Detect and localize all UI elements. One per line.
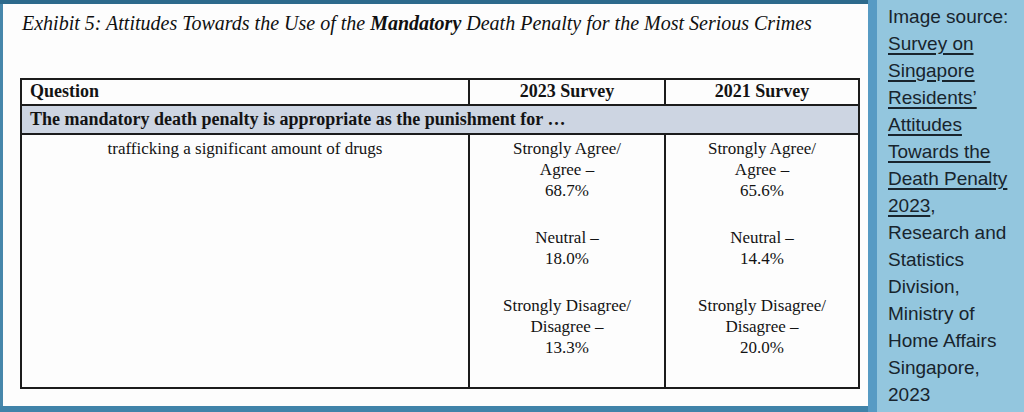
response-line: Agree – xyxy=(470,159,664,180)
response-line: Strongly Agree/ xyxy=(470,138,664,159)
image-source-label: Image source: xyxy=(888,6,1008,27)
header-2021-survey: 2021 Survey xyxy=(664,80,858,104)
response-value: 13.3% xyxy=(470,337,664,358)
response-neutral-2021: Neutral – 14.4% xyxy=(666,227,858,269)
response-disagree-2023: Strongly Disagree/ Disagree – 13.3% xyxy=(470,295,664,358)
exhibit-image: Exhibit 5: Attitudes Towards the Use of … xyxy=(3,4,868,406)
exhibit-title: Exhibit 5: Attitudes Towards the Use of … xyxy=(22,9,858,38)
response-disagree-2021: Strongly Disagree/ Disagree – 20.0% xyxy=(666,295,858,358)
source-link[interactable]: Survey on Singapore Residents’ Attitudes… xyxy=(888,33,1007,216)
response-value: 20.0% xyxy=(666,337,858,358)
exhibit-title-bold: Mandatory xyxy=(370,12,461,34)
table-data-row: trafficking a significant amount of drug… xyxy=(22,135,858,387)
response-line: Disagree – xyxy=(470,316,664,337)
exhibit-title-post: Death Penalty for the Most Serious Crime… xyxy=(461,12,812,34)
backdrop-bottom-strip xyxy=(0,406,869,412)
response-neutral-2023: Neutral – 18.0% xyxy=(470,227,664,269)
response-line: Neutral – xyxy=(470,227,664,248)
image-source-suffix: , Research and Statistics Division, Mini… xyxy=(888,195,1006,405)
question-cell: trafficking a significant amount of drug… xyxy=(22,135,468,387)
response-line: Agree – xyxy=(666,159,858,180)
survey-2023-cell: Strongly Agree/ Agree – 68.7% Neutral – … xyxy=(468,135,664,387)
exhibit-title-pre: Exhibit 5: Attitudes Towards the Use of … xyxy=(22,12,370,34)
response-value: 65.6% xyxy=(666,180,858,201)
response-line: Strongly Agree/ xyxy=(666,138,858,159)
response-line: Strongly Disagree/ xyxy=(470,295,664,316)
table-section-row: The mandatory death penalty is appropria… xyxy=(22,106,858,135)
header-2023-survey: 2023 Survey xyxy=(468,80,664,104)
survey-2021-cell: Strongly Agree/ Agree – 65.6% Neutral – … xyxy=(664,135,858,387)
response-line: Neutral – xyxy=(666,227,858,248)
response-agree-2021: Strongly Agree/ Agree – 65.6% xyxy=(666,138,858,201)
response-value: 14.4% xyxy=(666,248,858,269)
image-source-panel: Image source: Survey on Singapore Reside… xyxy=(877,0,1024,412)
response-agree-2023: Strongly Agree/ Agree – 68.7% xyxy=(470,138,664,201)
response-value: 68.7% xyxy=(470,180,664,201)
slide-screen: Exhibit 5: Attitudes Towards the Use of … xyxy=(0,0,1024,412)
response-line: Strongly Disagree/ xyxy=(666,295,858,316)
response-value: 18.0% xyxy=(470,248,664,269)
response-line: Disagree – xyxy=(666,316,858,337)
header-question: Question xyxy=(22,80,468,104)
table-header-row: Question 2023 Survey 2021 Survey xyxy=(22,80,858,106)
backdrop-divider-strip xyxy=(868,0,877,412)
survey-table: Question 2023 Survey 2021 Survey The man… xyxy=(20,78,860,389)
